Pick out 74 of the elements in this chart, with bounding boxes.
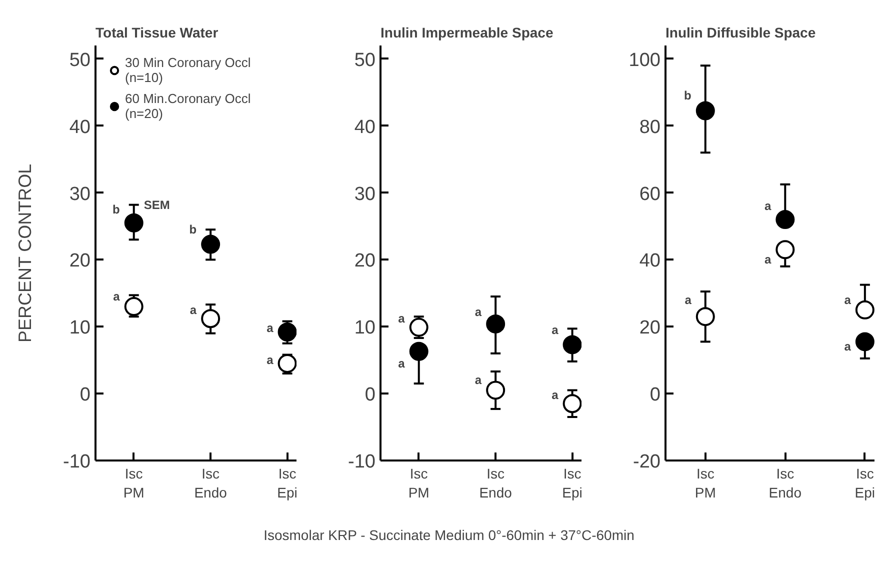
annotation: a <box>844 340 852 354</box>
point <box>776 240 795 260</box>
annotation: a <box>398 356 406 370</box>
x-tick-label: Isc Epi <box>277 466 298 501</box>
y-tick-label: 40 <box>639 250 661 272</box>
y-tick-label: 30 <box>354 184 376 205</box>
y-tick-label: -20 <box>633 452 661 472</box>
y-tick-label: 50 <box>69 50 91 71</box>
annotation: a <box>764 199 772 214</box>
x-axis-title: Isosmolar KRP - Succinate Medium 0°-60min + 37°C-60min <box>264 526 634 545</box>
y-tick-label: 50 <box>354 50 376 71</box>
annotation: a <box>552 322 559 337</box>
y-tick-label: 80 <box>639 116 661 138</box>
annotation: a <box>474 373 482 388</box>
point <box>278 354 296 373</box>
annotation: a <box>764 252 772 267</box>
point <box>696 307 715 326</box>
point <box>562 394 582 414</box>
y-tick-label: -10 <box>63 452 91 472</box>
annotation: a <box>190 302 197 317</box>
point <box>409 342 428 361</box>
annotation: a <box>552 388 559 402</box>
y-tick-label: 40 <box>69 116 91 138</box>
point <box>278 322 296 342</box>
annotation: a <box>398 312 406 326</box>
chart-title: Inulin Diffusible Space <box>666 24 816 40</box>
point <box>124 297 144 316</box>
annotation: a <box>684 292 692 307</box>
y-tick-label: 100 <box>628 50 660 71</box>
x-tick-label: Isc PM <box>408 466 430 501</box>
point <box>486 380 506 400</box>
x-tick-label: Isc Endo <box>479 466 512 501</box>
annotation: a <box>266 320 274 335</box>
x-tick-label: Isc PM <box>694 466 716 501</box>
point <box>696 101 715 120</box>
y-tick-label: 10 <box>354 318 376 339</box>
x-tick-label: Isc PM <box>123 466 144 501</box>
legend-label: 30 Min Coronary Occl (n=10) <box>125 55 251 85</box>
x-tick-label: Isc Endo <box>768 466 802 501</box>
annotation: b <box>112 202 120 216</box>
x-tick-label: Isc Endo <box>194 466 228 501</box>
y-tick-label: 60 <box>639 184 661 205</box>
point <box>776 210 795 230</box>
point <box>201 234 220 254</box>
annotation: a <box>474 304 482 319</box>
y-tick-label: 30 <box>69 184 91 205</box>
y-tick-label: 0 <box>80 384 91 406</box>
y-tick-label: -10 <box>348 452 376 472</box>
x-tick-label: Isc Epi <box>562 466 582 501</box>
chart-title: Inulin Impermeable Space <box>380 24 554 40</box>
annotation: a <box>844 292 852 307</box>
point <box>124 213 144 232</box>
annotation: b <box>684 88 692 103</box>
y-tick-label: 40 <box>354 116 376 138</box>
point <box>409 318 428 337</box>
y-tick-label: 10 <box>69 318 91 339</box>
y-tick-label: 20 <box>639 318 661 339</box>
x-tick-label: Isc Epi <box>854 466 876 501</box>
y-tick-label: 20 <box>69 250 91 272</box>
point <box>562 335 582 354</box>
annotation: a <box>266 353 274 368</box>
point <box>855 300 874 320</box>
annotation: b <box>189 222 197 237</box>
point <box>486 314 506 334</box>
y-tick-label: 0 <box>364 384 376 406</box>
point <box>201 309 220 328</box>
annotation: SEM <box>144 198 170 212</box>
legend-label: 60 Min.Coronary Occl (n=20) <box>125 91 251 121</box>
y-tick-label: 20 <box>354 250 376 272</box>
chart-title: Total Tissue Water <box>96 24 219 40</box>
y-axis-title: PERCENT CONTROL <box>15 164 36 343</box>
annotation: a <box>113 290 120 304</box>
point <box>855 332 874 352</box>
y-tick-label: 0 <box>650 384 661 406</box>
